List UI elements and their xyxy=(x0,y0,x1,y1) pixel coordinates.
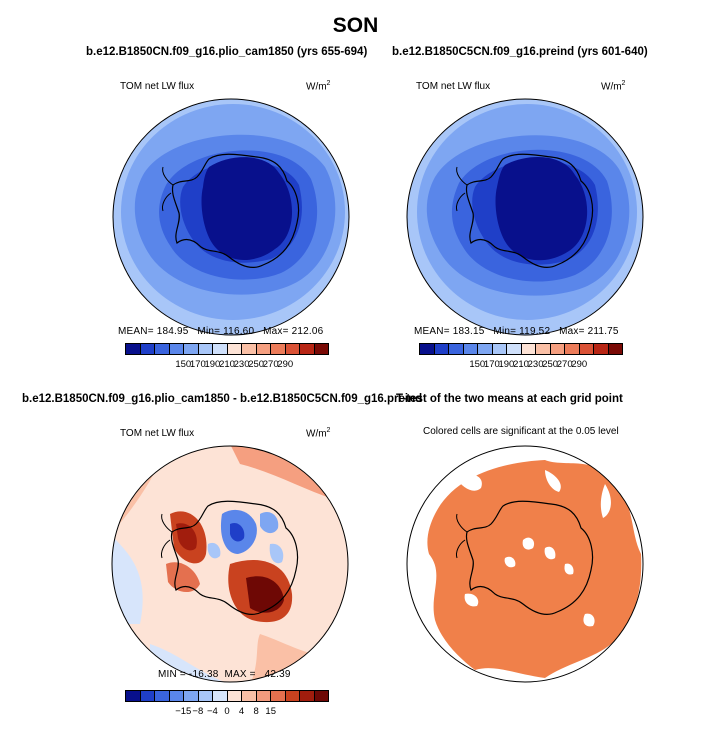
panel3-units: W/m2 xyxy=(306,427,331,440)
panel3-colorbar-box xyxy=(227,691,242,701)
panel3-tick-label: −4 xyxy=(207,706,218,717)
panel2-tick-label: 170 xyxy=(483,359,500,370)
panel3-tick-label: −8 xyxy=(192,706,204,717)
panel1-colorbar-box xyxy=(314,344,328,354)
panel1-tick-label: 270 xyxy=(262,359,279,370)
panel4-title: T-test of the two means at each grid poi… xyxy=(396,393,623,405)
panel3-colorbar-boxes xyxy=(125,690,329,702)
panel2-colorbar-box xyxy=(434,344,449,354)
panel1-map xyxy=(112,98,350,336)
panel1-tick-label: 230 xyxy=(233,359,250,370)
panel2-colorbar-box xyxy=(565,344,580,354)
panel3-tick-label: 4 xyxy=(238,706,245,717)
panel3-tick-label: 8 xyxy=(253,706,259,717)
panel2-colorbar-box xyxy=(550,344,565,354)
panel3-colorbar-box xyxy=(242,691,257,701)
panel1-units: W/m2 xyxy=(306,80,331,93)
panel1-colorbar-box xyxy=(140,344,155,354)
panel1-tick-label: 190 xyxy=(204,359,221,370)
panel2-tick-label: 250 xyxy=(542,359,559,370)
panel3-variable-label: TOM net LW flux xyxy=(120,428,195,439)
panel2-map xyxy=(406,98,644,336)
panel1-colorbar-box xyxy=(169,344,184,354)
panel3-tick-label: −15 xyxy=(175,706,192,717)
panel2-colorbar-box xyxy=(449,344,464,354)
panel2-colorbar-box xyxy=(536,344,551,354)
panel1-colorbar-box xyxy=(271,344,286,354)
panel3-colorbar-box xyxy=(169,691,184,701)
panel3-colorbar-box xyxy=(213,691,228,701)
panel2-colorbar-box xyxy=(463,344,478,354)
panel2-variable-label: TOM net LW flux xyxy=(416,81,491,92)
panel2-colorbar-ticks: 150 170 190 210 230 250 270 290 xyxy=(419,359,623,371)
panel1-colorbar-box xyxy=(242,344,257,354)
panel2-colorbar-box xyxy=(478,344,493,354)
panel1-colorbar-box xyxy=(126,344,141,354)
panel1-tick-label: 150 xyxy=(175,359,192,370)
panel3-colorbar-box xyxy=(198,691,213,701)
panel3-colorbar-box xyxy=(126,691,141,701)
panel1-colorbar-box xyxy=(155,344,170,354)
panel3-title: b.e12.B1850CN.f09_g16.plio_cam1850 - b.e… xyxy=(22,393,423,405)
panel1-colorbar-box xyxy=(285,344,300,354)
panel2-colorbar-box xyxy=(594,344,609,354)
panel3-colorbar-box xyxy=(155,691,170,701)
panel2-title: b.e12.B1850C5CN.f09_g16.preind (yrs 601-… xyxy=(392,46,648,58)
panel2-units: W/m2 xyxy=(601,80,626,93)
panel3-colorbar-box xyxy=(184,691,199,701)
panel2-colorbar-box xyxy=(579,344,594,354)
panel2-tick-label: 290 xyxy=(571,359,588,370)
panel1-variable-label: TOM net LW flux xyxy=(120,81,195,92)
panel1-tick-label: 170 xyxy=(189,359,206,370)
panel2-colorbar-box xyxy=(492,344,507,354)
panel2-tick-label: 270 xyxy=(556,359,573,370)
panel1-tick-label: 290 xyxy=(277,359,294,370)
panel3-colorbar-ticks: −15 −8 −4 0 4 8 15 xyxy=(125,706,329,718)
panel1-stats: MEAN= 184.95 Min= 116.60 Max= 212.06 xyxy=(118,326,324,337)
panel2-stats: MEAN= 183.15 Min= 119.52 Max= 211.75 xyxy=(414,326,619,337)
panel1-tick-label: 210 xyxy=(219,359,235,370)
panel3-colorbar xyxy=(125,690,329,702)
panel4-subtitle: Colored cells are significant at the 0.0… xyxy=(423,426,619,437)
panel2-colorbar-box xyxy=(608,344,622,354)
panel1-colorbar-box xyxy=(227,344,242,354)
panel3-stats: MIN = -16.38 MAX = 42.39 xyxy=(158,669,291,680)
panel2-colorbar-boxes xyxy=(419,343,623,355)
panel2-tick-label: 210 xyxy=(513,359,529,370)
panel1-colorbar-boxes xyxy=(125,343,329,355)
panel2-colorbar-box xyxy=(507,344,522,354)
panel3-colorbar-box xyxy=(314,691,328,701)
panel2-colorbar-box xyxy=(420,344,435,354)
panel2-colorbar xyxy=(419,343,623,355)
panel2-colorbar-box xyxy=(521,344,536,354)
panel3-colorbar-box xyxy=(256,691,271,701)
panel3-map xyxy=(111,445,349,683)
panel2-tick-label: 150 xyxy=(469,359,486,370)
panel2-tick-label: 190 xyxy=(498,359,515,370)
panel1-tick-label: 250 xyxy=(248,359,265,370)
panel1-colorbar-box xyxy=(300,344,315,354)
panel1-colorbar-box xyxy=(213,344,228,354)
panel3-colorbar-box xyxy=(300,691,315,701)
panel3-tick-label: 0 xyxy=(224,706,230,717)
panel1-colorbar xyxy=(125,343,329,355)
panel3-colorbar-box xyxy=(285,691,300,701)
panel3-colorbar-box xyxy=(140,691,155,701)
panel3-tick-label: 15 xyxy=(265,706,276,717)
panel2-tick-label: 230 xyxy=(527,359,544,370)
panel4-map xyxy=(406,445,644,683)
panel1-colorbar-box xyxy=(256,344,271,354)
panel1-colorbar-box xyxy=(198,344,213,354)
panel1-colorbar-ticks: 150 170 190 210 230 250 270 290 xyxy=(125,359,329,371)
season-title: SON xyxy=(332,14,379,37)
panel3-colorbar-box xyxy=(271,691,286,701)
panel1-title: b.e12.B1850CN.f09_g16.plio_cam1850 (yrs … xyxy=(86,46,368,58)
panel1-colorbar-box xyxy=(184,344,199,354)
